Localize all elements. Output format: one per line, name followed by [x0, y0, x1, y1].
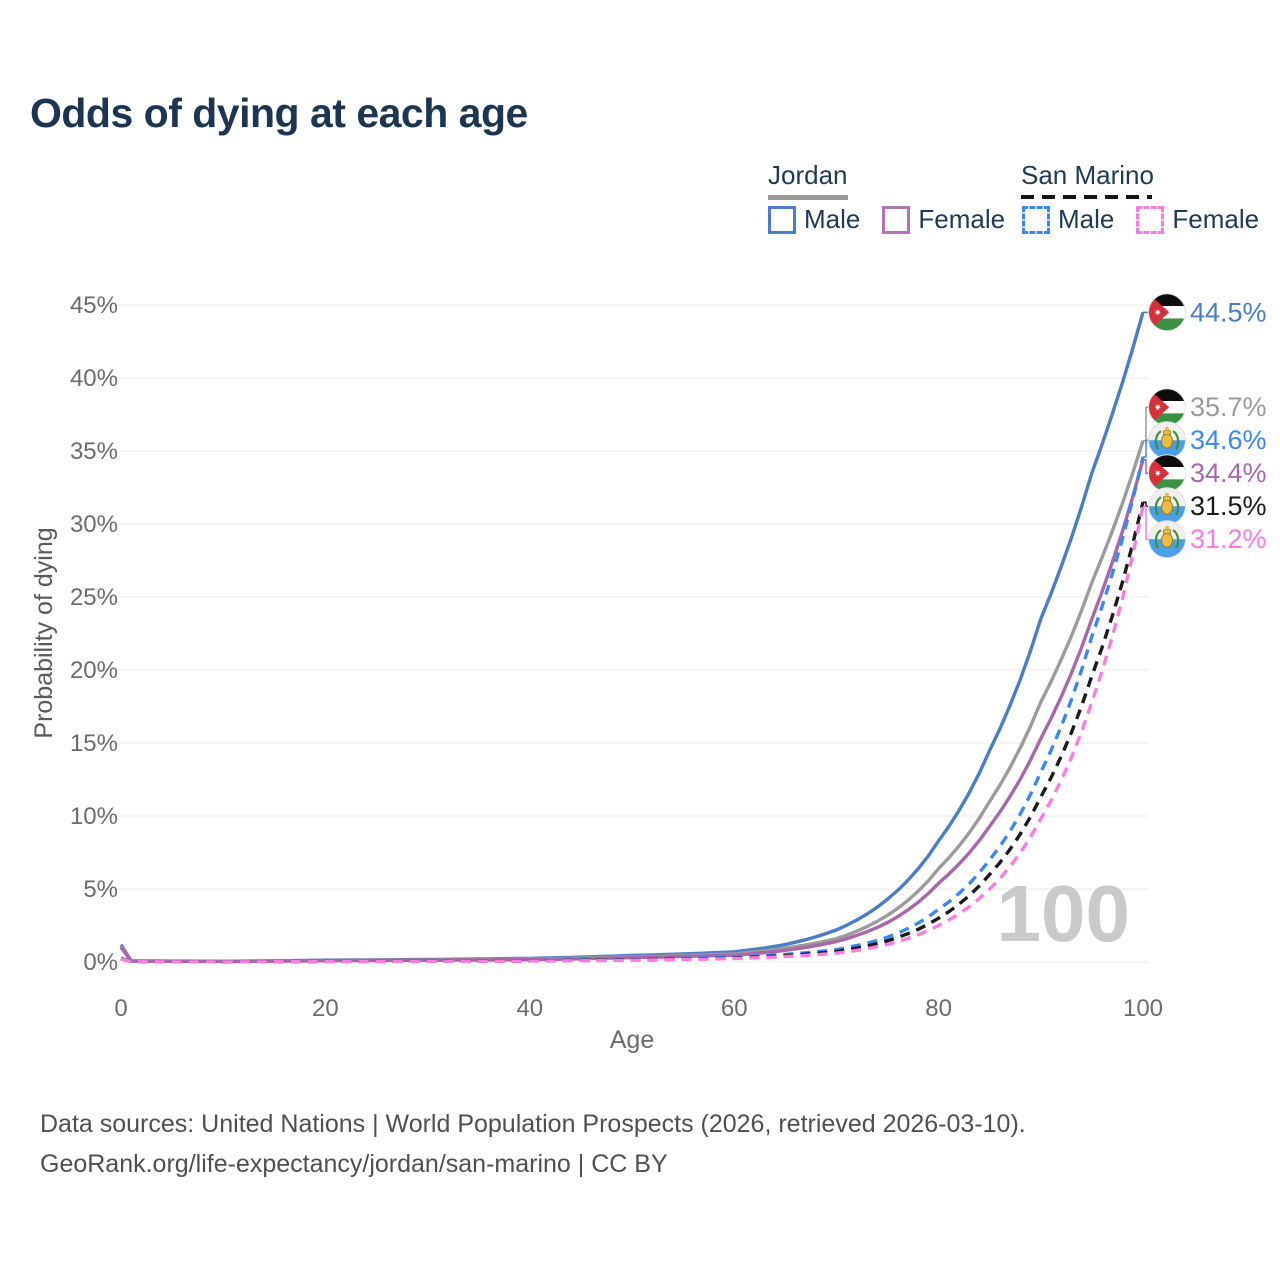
legend-item-label: Male — [804, 204, 861, 234]
end-label-san-marino-female: 31.2% — [1190, 524, 1267, 554]
watermark-age-100: 100 — [997, 869, 1130, 958]
jordan-male-swatch-icon — [768, 205, 796, 234]
flag-jordan-icon — [1148, 293, 1186, 332]
curve-san-marino-female — [120, 506, 1145, 964]
flag-san-marino-icon — [1148, 421, 1186, 460]
x-tick-label: 100 — [1123, 995, 1163, 1022]
legend-item-jordan-male[interactable]: Male — [768, 204, 860, 235]
end-label-san-marino-male: 34.6% — [1190, 425, 1267, 455]
end-label-connector — [1143, 505, 1149, 540]
x-tick-label: 0 — [114, 995, 127, 1022]
curve-san-marino-combined — [120, 501, 1145, 964]
curve-san-marino-male — [120, 456, 1145, 964]
flag-san-marino-icon — [1148, 520, 1186, 559]
san-marino-line-style-swatch — [1021, 195, 1152, 199]
curve-jordan-combined — [119, 440, 1145, 964]
legend-item-san-marino-female[interactable]: Female — [1136, 204, 1259, 235]
y-tick-label: 40% — [70, 365, 118, 392]
jordan-female-swatch-icon — [882, 205, 911, 234]
jordan-line-style-swatch — [768, 195, 848, 200]
x-tick-label: 60 — [721, 995, 748, 1022]
flag-san-marino-icon — [1148, 487, 1186, 526]
y-tick-label: 5% — [83, 876, 118, 903]
y-axis-title: Probability of dying — [30, 527, 58, 738]
legend-item-san-marino-male[interactable]: Male — [1022, 204, 1114, 235]
legend-group-jordan[interactable]: Jordan — [768, 160, 848, 200]
san-marino-male-swatch-icon — [1022, 205, 1050, 234]
end-label-jordan-combined: 35.7% — [1190, 392, 1267, 422]
data-sources-line2: GeoRank.org/life-expectancy/jordan/san-m… — [40, 1150, 668, 1178]
end-label-connector — [1143, 459, 1149, 474]
page-title: Odds of dying at each age — [30, 90, 528, 136]
legend-country-san-marino[interactable]: San Marino — [1021, 160, 1154, 190]
y-tick-label: 45% — [70, 292, 118, 319]
legend-items-san-marino: Male Female — [1022, 204, 1259, 235]
legend-item-label: Male — [1058, 204, 1115, 234]
end-label-connector — [1143, 501, 1149, 507]
end-label-connector — [1143, 406, 1149, 442]
end-label-jordan-female: 34.4% — [1190, 458, 1267, 488]
x-tick-label: 20 — [312, 995, 339, 1022]
x-tick-label: 80 — [925, 995, 952, 1022]
flag-jordan-icon — [1148, 454, 1186, 493]
data-sources: Data sources: United Nations | World Pop… — [40, 1104, 1026, 1184]
y-tick-label: 10% — [70, 803, 118, 830]
curve-jordan-male — [119, 311, 1145, 963]
legend-item-jordan-female[interactable]: Female — [882, 204, 1005, 235]
san-marino-female-swatch-icon — [1136, 205, 1165, 234]
y-tick-label: 30% — [70, 511, 118, 538]
end-label-connector — [1143, 439, 1149, 458]
legend-group-san-marino[interactable]: San Marino — [1021, 160, 1154, 199]
end-label-jordan-male: 44.5% — [1190, 297, 1267, 327]
curve-jordan-female — [119, 459, 1145, 964]
data-sources-line1: Data sources: United Nations | World Pop… — [40, 1110, 1026, 1138]
end-label-san-marino-combined: 31.5% — [1190, 491, 1267, 521]
legend-item-label: Female — [918, 204, 1006, 234]
y-tick-label: 20% — [70, 657, 118, 684]
y-tick-label: 0% — [83, 949, 118, 976]
x-tick-label: 40 — [516, 995, 543, 1022]
legend-country-jordan[interactable]: Jordan — [768, 160, 848, 190]
y-tick-label: 15% — [70, 730, 118, 757]
flag-jordan-icon — [1148, 388, 1186, 427]
legend-item-label: Female — [1172, 204, 1260, 234]
legend-items-jordan: Male Female — [768, 204, 1005, 235]
y-tick-label: 35% — [70, 438, 118, 465]
x-axis-title: Age — [610, 1026, 654, 1054]
y-tick-label: 25% — [70, 584, 118, 611]
